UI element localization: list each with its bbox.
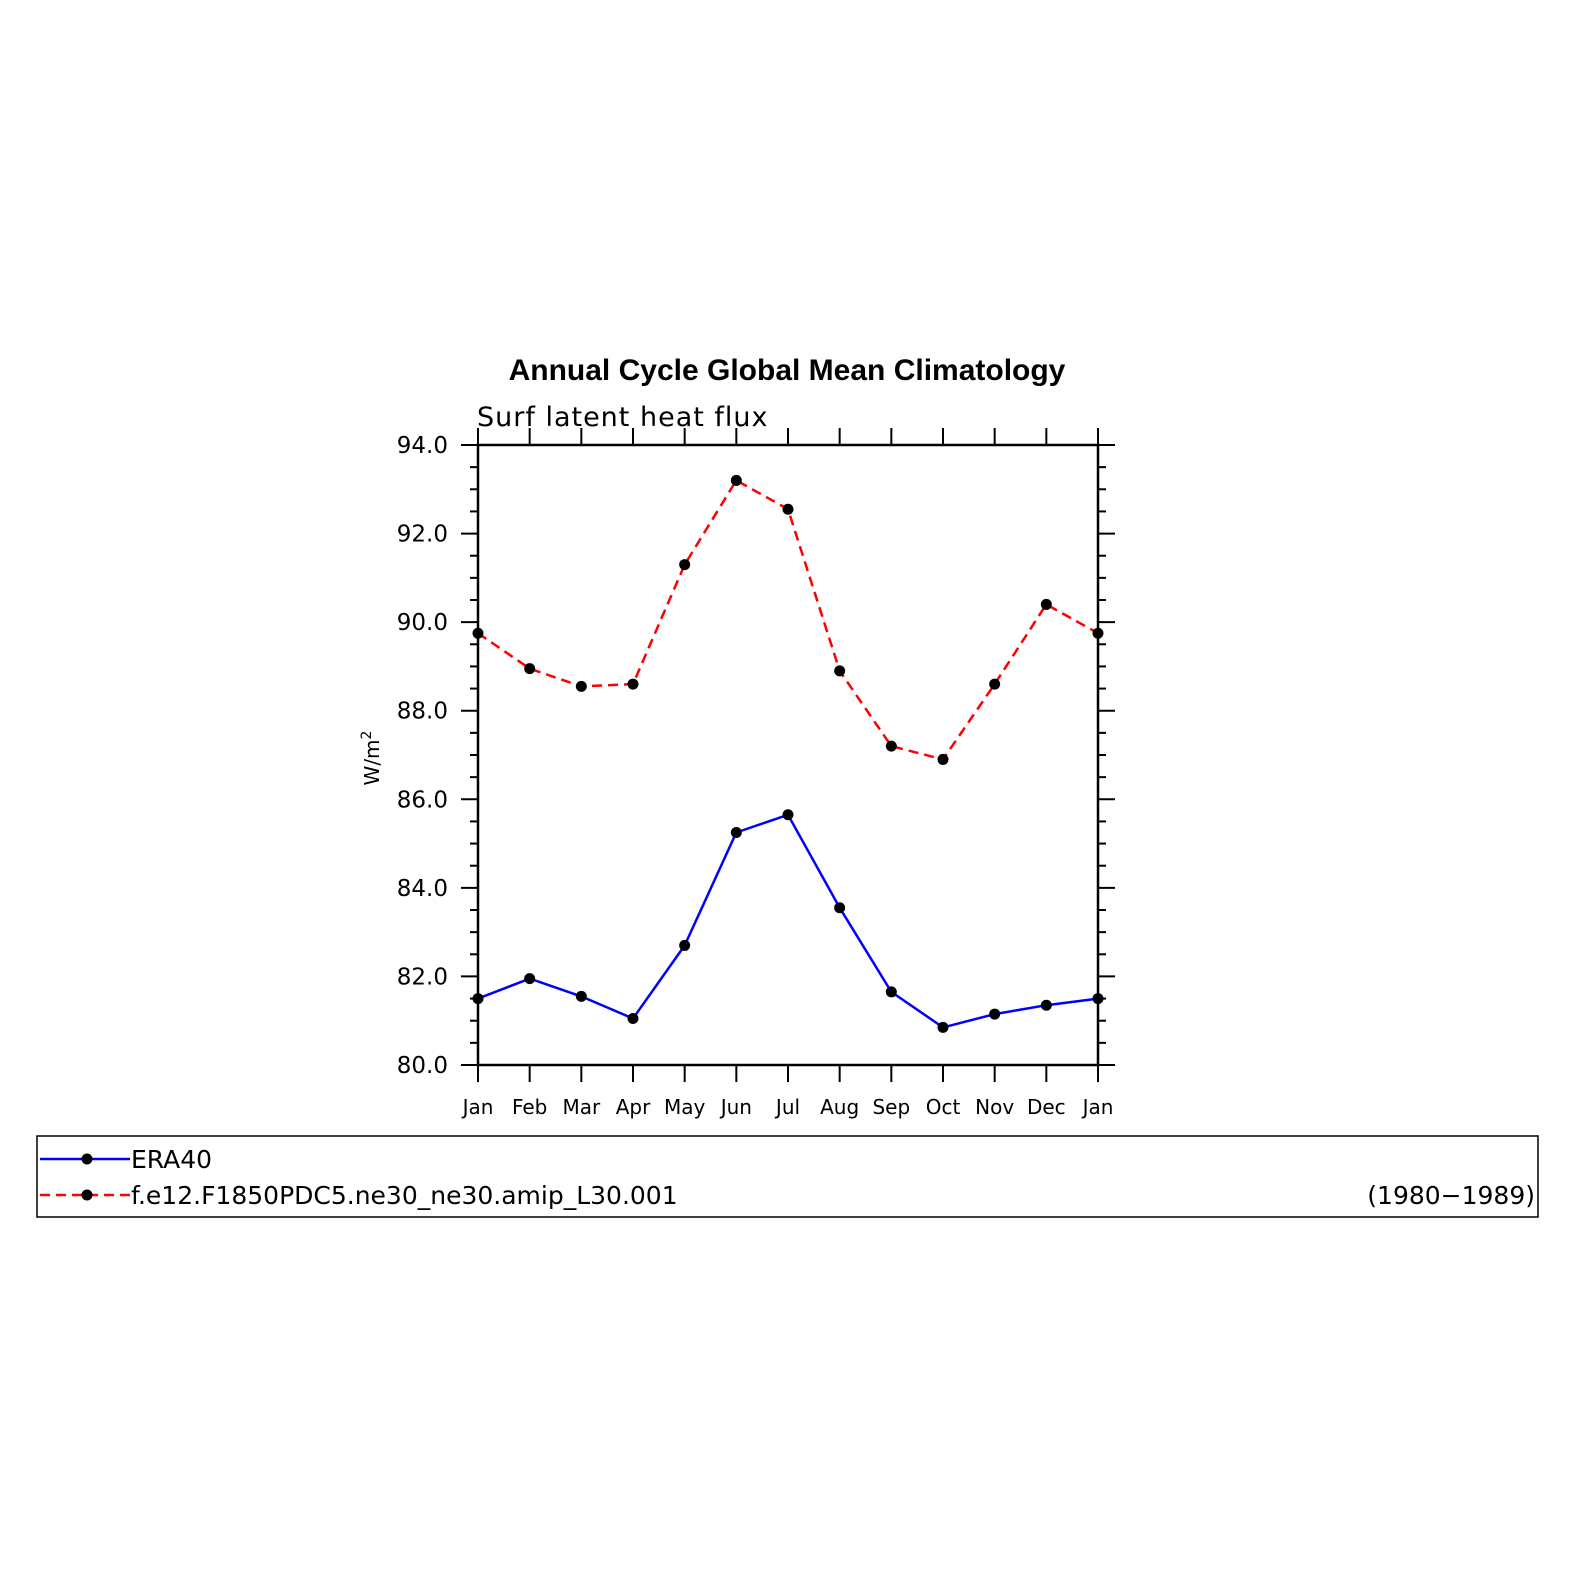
legend-marker-1 <box>81 1153 93 1165</box>
x-tick-label: Oct <box>926 1095 961 1119</box>
y-tick-label: 86.0 <box>397 787 448 813</box>
x-tick-label: Jul <box>774 1095 800 1119</box>
series-1-point <box>627 1013 639 1024</box>
x-tick-label: Nov <box>975 1095 1014 1119</box>
y-axis-label-text: W/m <box>360 739 384 785</box>
series-1-point <box>782 809 794 821</box>
chart-subtitle: Surf latent heat flux <box>477 402 769 433</box>
x-tick-label: Mar <box>562 1095 601 1119</box>
y-tick-label: 88.0 <box>397 699 448 725</box>
x-tick-label: May <box>664 1095 706 1119</box>
series-2-point <box>1092 627 1104 639</box>
series-1-point <box>937 1021 949 1033</box>
series-1-point <box>989 1008 1001 1020</box>
y-tick-label: 82.0 <box>397 964 448 990</box>
y-axis-label-superscript: 2 <box>359 731 375 740</box>
series-1-point <box>834 902 846 914</box>
series-2-point <box>524 663 536 675</box>
x-tick-label: Apr <box>616 1095 651 1119</box>
series-line-1 <box>477 813 1099 1029</box>
series-2-point <box>782 503 794 515</box>
series-2-point <box>989 678 1001 690</box>
x-tick-label: Jan <box>1081 1095 1114 1119</box>
x-tick-label: Jan <box>461 1095 494 1119</box>
svg-text:W/m2: W/m2 <box>359 731 384 786</box>
legend-label-2: f.e12.F1850PDC5.ne30_ne30.amip_L30.001 <box>131 1181 678 1210</box>
series-2-point <box>1040 598 1052 610</box>
series-1-point <box>472 993 484 1005</box>
series-1-point <box>1092 993 1104 1005</box>
y-tick-label: 84.0 <box>397 876 448 902</box>
series-2-point <box>575 680 587 692</box>
series-2-point <box>885 740 897 752</box>
y-tick-label: 80.0 <box>397 1053 448 1079</box>
y-tick-label: 92.0 <box>397 522 448 548</box>
y-tick-label: 90.0 <box>397 610 448 636</box>
y-tick-label: 94.0 <box>397 433 448 459</box>
series-2-point <box>834 665 846 677</box>
legend-period: (1980−1989) <box>1367 1181 1535 1210</box>
series-1-point <box>730 827 742 838</box>
series-1-point <box>679 939 691 951</box>
legend-box <box>36 1135 1539 1218</box>
plot-area: 80.0 82.0 84.0 86.0 88.0 90.0 92.0 94.0 Jan Feb Ma… <box>397 428 1115 1119</box>
x-tick-label: Sep <box>872 1095 910 1119</box>
series-1-point <box>575 990 587 1002</box>
x-tick-label: Feb <box>512 1095 547 1119</box>
series-2-point <box>627 678 639 690</box>
x-tick-label: Jun <box>719 1095 752 1119</box>
chart-title: Annual Cycle Global Mean Climatology <box>509 354 1066 387</box>
series-2-point <box>679 559 691 571</box>
y-axis-label: W/m2 <box>359 731 384 786</box>
series-2-point <box>730 474 742 486</box>
legend-marker-2 <box>81 1189 93 1201</box>
series-line-2 <box>477 479 1099 761</box>
series-1-point <box>1040 999 1052 1011</box>
series-1-point <box>885 986 897 998</box>
series-1-point <box>524 973 536 985</box>
x-tick-label: Dec <box>1027 1095 1066 1119</box>
series-2-point <box>472 627 484 639</box>
legend-label-1: ERA40 <box>131 1145 212 1174</box>
legend-entries: ERA40 f.e12.F1850PDC5.ne30_ne30.amip_L30.… <box>40 1145 1535 1210</box>
legend: ERA40 f.e12.F1850PDC5.ne30_ne30.amip_L30.… <box>36 1135 1539 1218</box>
series-2-point <box>937 753 949 765</box>
x-tick-label: Aug <box>820 1095 859 1119</box>
plot-frame <box>476 443 1100 1067</box>
